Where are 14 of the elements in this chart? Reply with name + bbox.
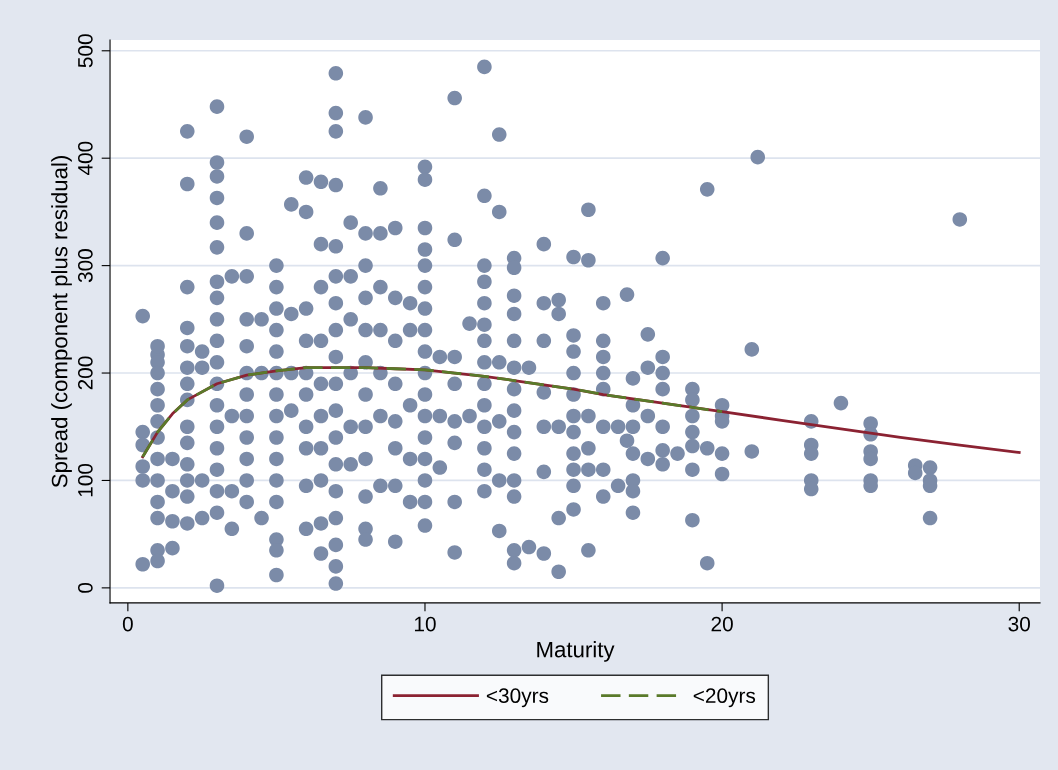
y-tick-label: 100: [77, 463, 93, 497]
y-tick-label: 400: [77, 141, 93, 176]
x-axis-title: Maturity: [537, 641, 615, 662]
x-tick-label: 10: [414, 616, 436, 632]
y-tick-label: 300: [77, 249, 93, 283]
y-tick-label: 0: [77, 582, 93, 593]
y-axis-title: Spread (component plus residual): [51, 156, 72, 488]
x-tick-label: 20: [711, 616, 733, 632]
legend-label: <20yrs: [693, 688, 756, 708]
x-tick-label: 30: [1008, 616, 1030, 632]
legend-label: <30yrs: [486, 688, 549, 708]
x-tick-label: 0: [122, 616, 133, 632]
y-tick-label: 200: [77, 356, 93, 390]
y-tick-label: 500: [77, 34, 93, 68]
